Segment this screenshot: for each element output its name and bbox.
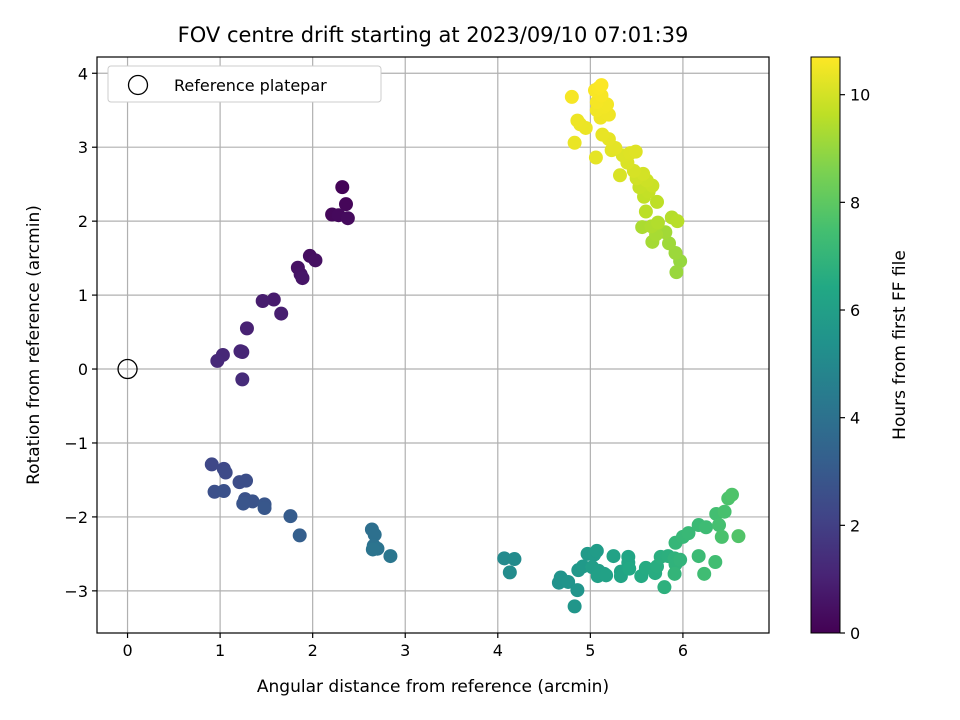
chart-title: FOV centre drift starting at 2023/09/10 …	[178, 23, 689, 47]
legend: Reference platepar	[107, 65, 382, 103]
y-tick-label: −2	[64, 508, 88, 527]
y-tick-label: 2	[78, 212, 88, 231]
data-point	[239, 473, 254, 488]
data-point	[235, 345, 250, 360]
data-point	[667, 566, 682, 581]
data-point	[383, 549, 398, 564]
data-point	[561, 574, 576, 589]
data-point	[274, 306, 289, 321]
data-point	[564, 89, 579, 104]
y-tick-label: 1	[78, 286, 88, 305]
data-point	[210, 353, 225, 368]
y-tick-label: 0	[78, 360, 88, 379]
data-point	[570, 583, 585, 598]
y-tick-label: −3	[64, 582, 88, 601]
data-point	[612, 168, 627, 183]
data-point	[699, 520, 714, 535]
data-point	[283, 509, 298, 524]
x-tick-label: 1	[215, 641, 225, 660]
data-point	[295, 271, 310, 286]
data-point	[365, 542, 380, 557]
x-tick-label: 6	[678, 641, 688, 660]
data-point	[235, 372, 250, 387]
data-point	[717, 504, 732, 519]
colorbar: 0 2 4 6 8 10 Hours from first FF file	[810, 56, 910, 643]
data-point	[216, 484, 231, 499]
data-point	[622, 561, 637, 576]
data-point	[588, 150, 603, 165]
data-point	[367, 527, 382, 542]
x-tick-label: 4	[493, 641, 503, 660]
colorbar-ticks: 0 2 4 6 8 10	[840, 86, 870, 643]
x-tick-label: 3	[400, 641, 410, 660]
data-point	[708, 555, 723, 570]
data-point	[255, 294, 270, 309]
colorbar-tick-label: 0	[850, 624, 860, 643]
data-point	[697, 566, 712, 581]
data-point	[567, 135, 582, 150]
x-tick-label: 0	[122, 641, 132, 660]
data-point	[236, 496, 251, 511]
data-point	[589, 543, 604, 558]
data-point	[662, 236, 677, 251]
data-point	[599, 568, 614, 583]
colorbar-tick-label: 4	[850, 409, 860, 428]
data-point	[204, 457, 219, 472]
data-point	[724, 487, 739, 502]
x-axis-ticks: 0 1 2 3 4 5 6	[122, 633, 688, 660]
grid-lines	[97, 57, 769, 633]
x-axis-label: Angular distance from reference (arcmin)	[257, 677, 609, 697]
data-point	[595, 127, 610, 142]
data-point	[650, 194, 664, 209]
data-point	[657, 580, 672, 595]
data-point	[669, 265, 684, 280]
data-point	[292, 528, 307, 543]
y-axis-label: Rotation from reference (arcmin)	[24, 205, 44, 485]
x-tick-label: 2	[308, 641, 318, 660]
data-points	[117, 78, 746, 614]
data-point	[335, 180, 350, 195]
data-point	[266, 292, 281, 307]
data-point	[673, 552, 688, 567]
data-point	[340, 211, 355, 226]
data-point	[731, 529, 746, 544]
reference-point-marker	[117, 358, 138, 380]
data-point	[567, 599, 582, 614]
y-tick-label: −1	[64, 434, 88, 453]
data-point	[714, 529, 729, 544]
colorbar-tick-label: 2	[850, 516, 860, 535]
data-point	[507, 552, 522, 567]
data-point	[497, 551, 512, 566]
colorbar-label: Hours from first FF file	[890, 250, 910, 440]
y-tick-label: 4	[78, 64, 88, 83]
data-point	[502, 565, 517, 580]
data-point	[638, 204, 653, 219]
legend-marker-icon	[127, 74, 149, 96]
data-point	[218, 465, 233, 480]
colorbar-tick-label: 10	[850, 86, 870, 105]
data-point	[257, 501, 272, 516]
data-point	[338, 197, 353, 212]
data-point	[606, 549, 621, 564]
y-axis-ticks: −3 −2 −1 0 1 2 3 4	[64, 64, 97, 601]
data-point	[239, 321, 254, 336]
data-point	[691, 549, 706, 564]
data-point	[650, 215, 665, 230]
data-point	[308, 253, 323, 268]
legend-box	[107, 65, 382, 103]
y-tick-label: 3	[78, 138, 88, 157]
data-point	[594, 78, 609, 93]
colorbar-tick-label: 6	[850, 301, 860, 320]
data-point	[670, 214, 685, 229]
data-point	[570, 113, 585, 128]
plot-area-frame	[96, 56, 770, 634]
colorbar-tick-label: 8	[850, 193, 860, 212]
data-point	[628, 144, 643, 159]
data-point	[712, 518, 727, 533]
legend-entry-reference: Reference platepar	[174, 76, 327, 95]
colorbar-gradient	[810, 56, 841, 634]
x-tick-label: 5	[585, 641, 595, 660]
data-point	[681, 526, 696, 541]
